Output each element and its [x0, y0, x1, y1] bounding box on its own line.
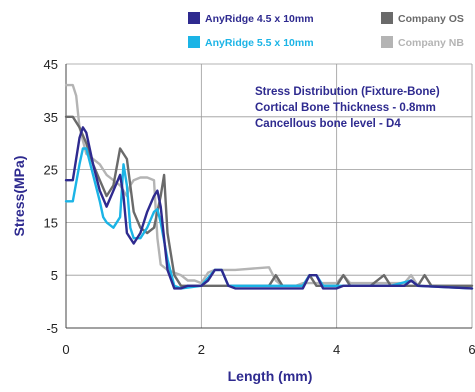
legend-swatch-anyridge-55	[188, 36, 200, 48]
x-axis-title: Length (mm)	[228, 368, 313, 384]
annotation-line-2: Cortical Bone Thickness - 0.8mm	[255, 102, 436, 114]
x-tick-label: 4	[333, 342, 340, 357]
x-tick-label: 0	[62, 342, 69, 357]
y-tick-label: 35	[44, 110, 58, 125]
legend: AnyRidge 4.5 x 10mm AnyRidge 5.5 x 10mm …	[188, 12, 464, 49]
x-tick-label: 6	[468, 342, 475, 357]
series	[64, 83, 474, 290]
series-line-anyridge-4-5-x-10mm	[64, 126, 474, 290]
axes	[65, 64, 472, 329]
y-tick-label: 25	[44, 163, 58, 178]
annotation-line-3: Cancellous bone level - D4	[255, 118, 401, 130]
legend-label-anyridge-45: AnyRidge 4.5 x 10mm	[205, 13, 314, 25]
series-line-company-os	[64, 115, 474, 287]
y-tick-label: -5	[46, 321, 58, 336]
grid	[66, 63, 473, 328]
y-axis-title: Stress(MPa)	[11, 156, 27, 237]
legend-swatch-anyridge-45	[188, 12, 200, 24]
x-tick-label: 2	[198, 342, 205, 357]
y-tick-label: 15	[44, 215, 58, 230]
legend-swatch-company-os	[381, 12, 393, 24]
y-tick-label: 5	[51, 268, 58, 283]
legend-label-company-nb: Company NB	[398, 37, 464, 49]
annotation-block: Stress Distribution (Fixture-Bone) Corti…	[255, 86, 440, 130]
legend-label-company-os: Company OS	[398, 13, 464, 25]
annotation-line-1: Stress Distribution (Fixture-Bone)	[255, 86, 440, 98]
legend-swatch-company-nb	[381, 36, 393, 48]
tick-labels: -5 5 15 25 35 45 0 2 4 6	[44, 57, 475, 357]
legend-label-anyridge-55: AnyRidge 5.5 x 10mm	[205, 37, 314, 49]
y-tick-label: 45	[44, 57, 58, 72]
